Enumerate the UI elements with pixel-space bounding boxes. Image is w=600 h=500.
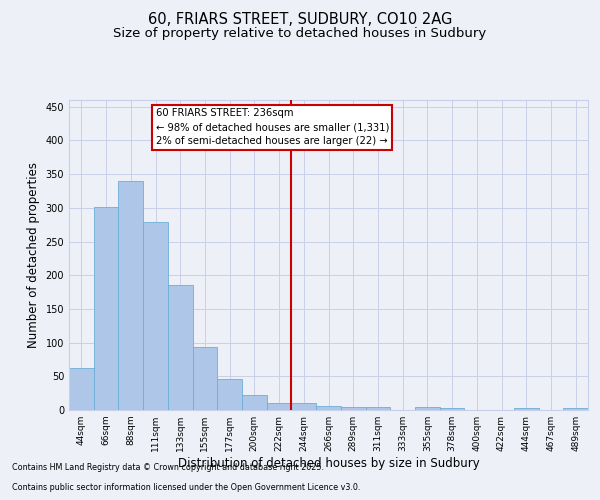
Text: 60 FRIARS STREET: 236sqm
← 98% of detached houses are smaller (1,331)
2% of semi: 60 FRIARS STREET: 236sqm ← 98% of detach… bbox=[155, 108, 389, 146]
Bar bbox=[168, 286, 193, 410]
Bar bbox=[143, 222, 168, 410]
Bar bbox=[415, 408, 440, 410]
Bar bbox=[514, 408, 539, 410]
Bar bbox=[193, 348, 217, 410]
Bar bbox=[217, 379, 242, 410]
Text: Contains HM Land Registry data © Crown copyright and database right 2025.: Contains HM Land Registry data © Crown c… bbox=[12, 464, 324, 472]
Bar bbox=[341, 406, 365, 410]
Y-axis label: Number of detached properties: Number of detached properties bbox=[27, 162, 40, 348]
Bar bbox=[69, 368, 94, 410]
Text: Size of property relative to detached houses in Sudbury: Size of property relative to detached ho… bbox=[113, 28, 487, 40]
Bar bbox=[316, 406, 341, 410]
Bar bbox=[242, 394, 267, 410]
Text: 60, FRIARS STREET, SUDBURY, CO10 2AG: 60, FRIARS STREET, SUDBURY, CO10 2AG bbox=[148, 12, 452, 28]
Bar bbox=[563, 408, 588, 410]
Bar bbox=[292, 404, 316, 410]
Bar bbox=[267, 402, 292, 410]
Bar bbox=[94, 207, 118, 410]
Bar bbox=[440, 408, 464, 410]
Bar bbox=[118, 181, 143, 410]
Bar bbox=[365, 406, 390, 410]
X-axis label: Distribution of detached houses by size in Sudbury: Distribution of detached houses by size … bbox=[178, 457, 479, 470]
Text: Contains public sector information licensed under the Open Government Licence v3: Contains public sector information licen… bbox=[12, 484, 361, 492]
